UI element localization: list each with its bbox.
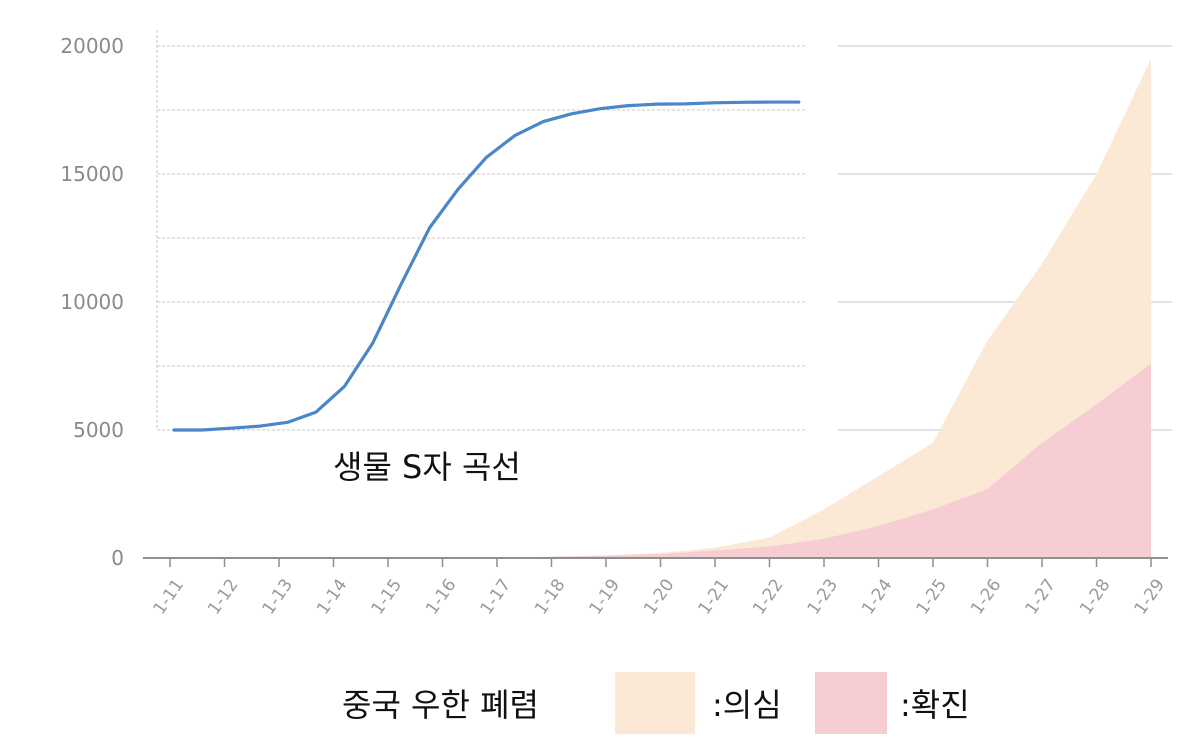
x-tick-label: 1-25 (913, 575, 952, 618)
legend-caption: 중국 우한 폐렴 (342, 686, 539, 724)
x-tick-label: 1-23 (804, 575, 843, 618)
x-tick-label: 1-19 (586, 575, 625, 618)
x-tick-label: 1-15 (368, 575, 407, 618)
y-tick-label: 15000 (60, 162, 124, 186)
x-tick-label: 1-13 (259, 575, 298, 618)
y-tick-label: 0 (111, 546, 124, 570)
legend-swatch-suspected (615, 672, 695, 734)
x-tick-label: 1-11 (150, 575, 189, 618)
legend-label-suspected: :의심 (712, 686, 782, 724)
x-tick-label: 1-16 (422, 575, 461, 618)
legend-swatch-confirmed (815, 672, 887, 734)
inset-panel (145, 20, 834, 432)
inset-title: 생물 S자 곡선 (333, 448, 521, 486)
x-tick-label: 1-17 (477, 575, 516, 618)
x-tick-label: 1-12 (204, 575, 243, 618)
x-tick-label: 1-27 (1022, 575, 1061, 618)
x-tick-label: 1-28 (1076, 575, 1115, 618)
y-tick-label: 5000 (73, 418, 124, 442)
x-tick-label: 1-18 (531, 575, 570, 618)
x-tick-label: 1-22 (749, 575, 788, 618)
x-tick-label: 1-14 (313, 575, 352, 618)
x-tick-label: 1-29 (1131, 575, 1170, 618)
x-tick-label: 1-24 (858, 575, 897, 618)
confirmed-area (170, 363, 1151, 558)
y-tick-label: 10000 (60, 290, 124, 314)
x-tick-label: 1-20 (640, 575, 679, 618)
legend-label-confirmed: :확진 (900, 686, 970, 724)
s-curve-line (172, 100, 801, 432)
y-tick-label: 20000 (60, 34, 124, 58)
x-tick-label: 1-21 (695, 575, 734, 618)
x-tick-label: 1-26 (967, 575, 1006, 618)
